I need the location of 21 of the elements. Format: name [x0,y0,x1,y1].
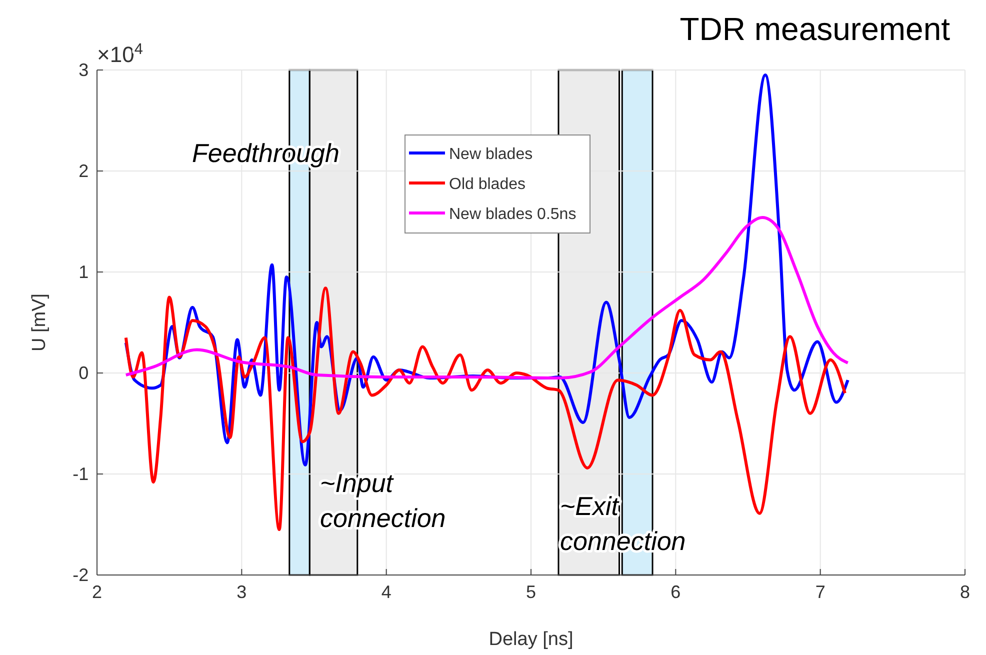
chart-title: TDR measurement [680,11,950,47]
x-tick-label: 2 [92,582,102,602]
y-tick-label: 0 [78,362,89,383]
y-axis-title: U [mV] [29,293,50,352]
x-tick-label: 5 [526,582,536,602]
x-tick-label: 6 [670,582,681,602]
x-tick-label: 8 [960,582,970,602]
legend-label: New blades 0.5ns [449,206,576,223]
x-tick-label: 4 [381,582,392,602]
x-tick-label: 7 [815,582,826,602]
x-axis-title: Delay [ns] [488,629,574,650]
y-tick-label: 1 [78,262,89,282]
text: ×10$^{4}$ [97,40,144,67]
legend-label: New blades [449,146,533,163]
line-series [124,286,846,532]
y-tick-label: -2 [72,564,89,585]
y-tick-label: 3 [78,60,89,80]
y-tick-label: -1 [72,464,89,484]
legend-label: Old blades [449,176,526,193]
y-tick-label: 2 [78,160,89,181]
x-tick-label: 3 [236,582,247,602]
